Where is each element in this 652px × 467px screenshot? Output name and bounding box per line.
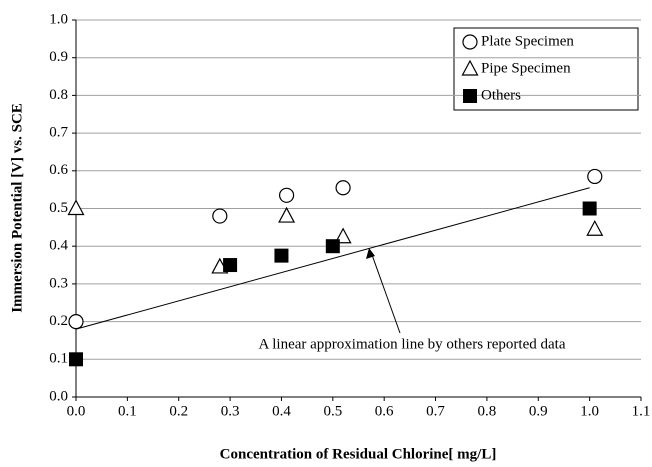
y-tick-label: 0.2 [49, 313, 68, 329]
x-tick-label: 0.0 [67, 403, 86, 419]
legend-box [453, 27, 639, 111]
point [223, 258, 238, 273]
point [69, 352, 83, 367]
legend-marker [461, 59, 479, 76]
x-tick-label: 0.3 [221, 403, 240, 419]
y-tick-label: 0.5 [49, 200, 68, 216]
y-tick-label: 0.9 [49, 49, 68, 65]
x-tick-label: 0.5 [323, 403, 342, 419]
legend-marker [462, 34, 478, 50]
y-axis-label: Immersion Potential [V] vs. SCE [9, 103, 25, 313]
x-tick-label: 0.6 [375, 403, 394, 419]
x-tick-label: 0.8 [478, 403, 497, 419]
annotation: A linear approximation line by others re… [259, 336, 566, 352]
point [586, 219, 604, 236]
x-tick-label: 0.2 [169, 403, 188, 419]
x-tick-label: 0.1 [118, 403, 137, 419]
y-tick-label: 0.0 [49, 388, 68, 404]
point [325, 239, 340, 254]
point [68, 314, 84, 330]
point [582, 201, 597, 216]
y-tick-label: 0.3 [49, 275, 68, 291]
legend-label: Plate Specimen [481, 33, 574, 49]
x-axis-label: Concentration of Residual Chlorine[ mg/L… [220, 446, 497, 462]
point [278, 206, 296, 223]
x-tick-label: 1.1 [632, 403, 651, 419]
x-tick-label: 1.0 [580, 403, 599, 419]
y-tick-label: 0.6 [49, 162, 68, 178]
point [587, 168, 603, 185]
legend-label: Pipe Specimen [481, 60, 571, 76]
point [335, 180, 351, 196]
legend-marker [463, 89, 477, 103]
y-tick-label: 0.1 [49, 351, 68, 367]
legend-label: Others [481, 87, 521, 103]
y-tick-label: 1.0 [49, 11, 68, 27]
x-tick-label: 0.7 [426, 403, 445, 419]
y-tick-label: 0.7 [49, 125, 68, 141]
x-tick-label: 0.4 [272, 403, 291, 419]
arrow-head [366, 248, 375, 259]
point [278, 187, 295, 203]
y-tick-label: 0.4 [49, 238, 68, 254]
y-tick-label: 0.8 [49, 87, 68, 103]
point [67, 199, 85, 216]
point [212, 208, 228, 224]
point [274, 248, 289, 263]
trendline [75, 187, 590, 330]
x-tick-label: 0.9 [529, 403, 548, 419]
annotation-arrow [370, 251, 401, 334]
